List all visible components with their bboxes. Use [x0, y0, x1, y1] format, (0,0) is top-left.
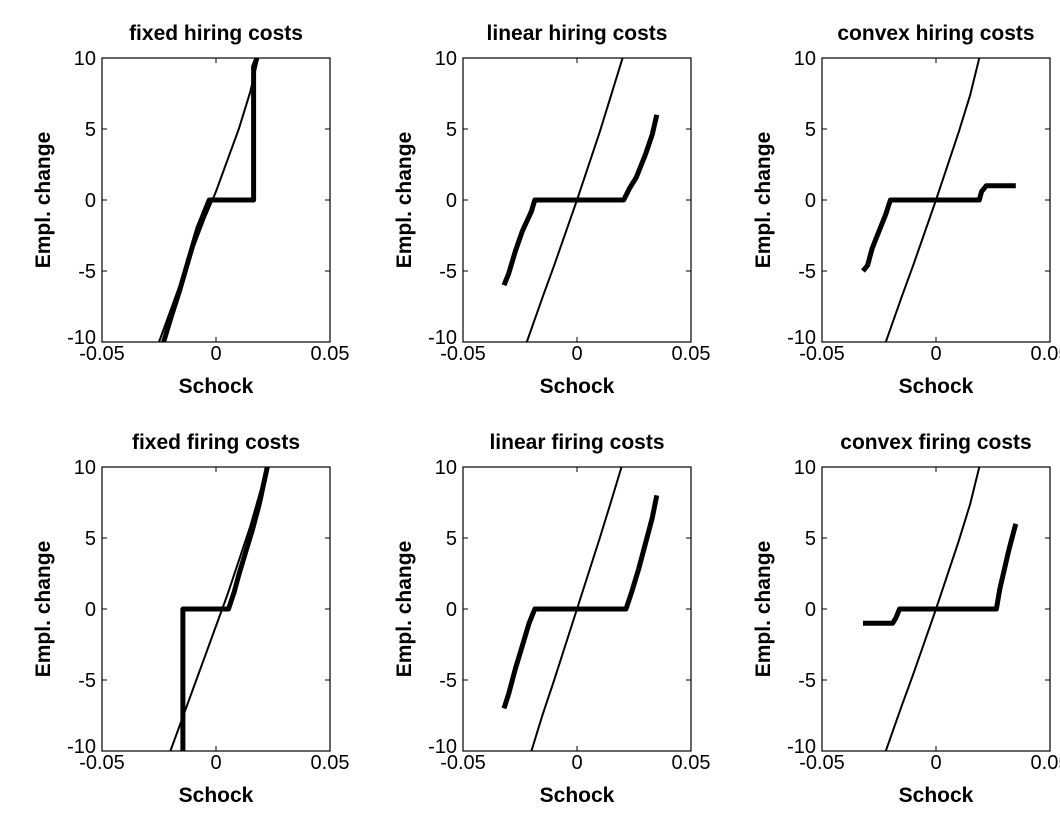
y-tick-label: -5	[798, 670, 816, 692]
x-axis-label: Schock	[899, 375, 974, 398]
y-axis-label: Empl. change	[32, 541, 55, 678]
x-tick-label: 0	[210, 752, 221, 774]
x-tick-label: 0.05	[1031, 343, 1060, 365]
subplot-title: convex firing costs	[840, 431, 1031, 454]
y-tick-label: 0	[446, 599, 457, 621]
x-tick-label: -0.05	[440, 343, 486, 365]
y-tick-label: 10	[74, 457, 96, 479]
subplot-4: fixed firing costs 10 5 0 -5 -10-0.05 0 0.05 Sch…	[32, 431, 349, 807]
y-axis-label: Empl. change	[393, 541, 416, 678]
subplot-3: convex hiring costs 10 5 0 -5 -10-0.05 0 0.05 Sc…	[752, 22, 1060, 398]
y-tick-label: -10	[428, 327, 457, 349]
y-axis-label: Empl. change	[752, 541, 775, 678]
x-tick-label: 0.05	[311, 343, 350, 365]
x-tick-label: -0.05	[79, 752, 125, 774]
subplot-title: convex hiring costs	[837, 22, 1034, 45]
y-tick-label: -5	[439, 261, 457, 283]
y-tick-label: -10	[428, 736, 457, 758]
y-tick-label: -10	[67, 327, 96, 349]
series-thick-line	[161, 58, 260, 342]
x-tick-label: 0.05	[672, 752, 711, 774]
x-axis-label: Schock	[899, 784, 974, 807]
y-axis-label: Empl. change	[32, 132, 55, 269]
x-axis-label: Schock	[540, 784, 615, 807]
subplot-1: fixed hiring costs 10 5 0 -5 -10-0.05 0 0.05 Sch…	[32, 22, 349, 398]
subplot-2: linear hiring costs 10 5 0 -5 -10-0.05 0 0.05 Sc…	[393, 22, 710, 398]
y-tick-label: -5	[78, 670, 96, 692]
x-axis-label: Schock	[540, 375, 615, 398]
y-tick-label: 10	[74, 48, 96, 70]
subplot-title: fixed firing costs	[132, 431, 300, 454]
subplot-6: convex firing costs 10 5 0 -5 -10-0.05 0 0.05 Sc…	[752, 431, 1060, 807]
x-tick-label: 0	[930, 752, 941, 774]
x-tick-label: 0	[571, 343, 582, 365]
y-tick-label: -5	[78, 261, 96, 283]
x-tick-label: -0.05	[79, 343, 125, 365]
y-tick-label: -10	[787, 736, 816, 758]
y-tick-label: 5	[446, 119, 457, 141]
x-tick-label: -0.05	[799, 752, 845, 774]
subplot-title: fixed hiring costs	[129, 22, 303, 45]
x-tick-label: -0.05	[440, 752, 486, 774]
x-tick-label: 0.05	[1031, 752, 1060, 774]
y-axis-label: Empl. change	[752, 132, 775, 269]
series-thick-line	[861, 183, 1016, 273]
x-tick-label: 0	[930, 343, 941, 365]
y-axis-label: Empl. change	[393, 132, 416, 269]
x-tick-label: 0	[571, 752, 582, 774]
y-tick-label: 0	[805, 599, 816, 621]
y-tick-label: 10	[794, 48, 816, 70]
series-thick-line	[501, 494, 660, 710]
y-tick-label: 0	[805, 190, 816, 212]
subplot-title: linear hiring costs	[487, 22, 668, 45]
x-axis-label: Schock	[179, 784, 254, 807]
x-tick-label: 0.05	[311, 752, 350, 774]
series-thick-line	[863, 523, 1019, 626]
y-tick-label: 5	[446, 528, 457, 550]
y-tick-label: 10	[435, 48, 457, 70]
y-tick-label: 0	[446, 190, 457, 212]
x-tick-label: -0.05	[799, 343, 845, 365]
y-tick-label: 0	[85, 190, 96, 212]
y-tick-label: -5	[798, 261, 816, 283]
subplot-title: linear firing costs	[489, 431, 664, 454]
y-tick-label: 5	[85, 528, 96, 550]
y-tick-label: -10	[67, 736, 96, 758]
y-tick-label: 10	[794, 457, 816, 479]
series-thick-line	[501, 114, 660, 287]
x-axis-label: Schock	[179, 375, 254, 398]
y-tick-label: 0	[85, 599, 96, 621]
y-tick-label: -5	[439, 670, 457, 692]
subplot-5: linear firing costs 10 5 0 -5 -10-0.05 0 0.05 Sc…	[393, 431, 710, 807]
x-tick-label: 0.05	[672, 343, 711, 365]
y-tick-label: 5	[805, 528, 816, 550]
series-thick-line	[180, 467, 270, 751]
y-tick-label: -10	[787, 327, 816, 349]
x-tick-label: 0	[210, 343, 221, 365]
y-tick-label: 5	[805, 119, 816, 141]
y-tick-label: 5	[85, 119, 96, 141]
y-tick-label: 10	[435, 457, 457, 479]
